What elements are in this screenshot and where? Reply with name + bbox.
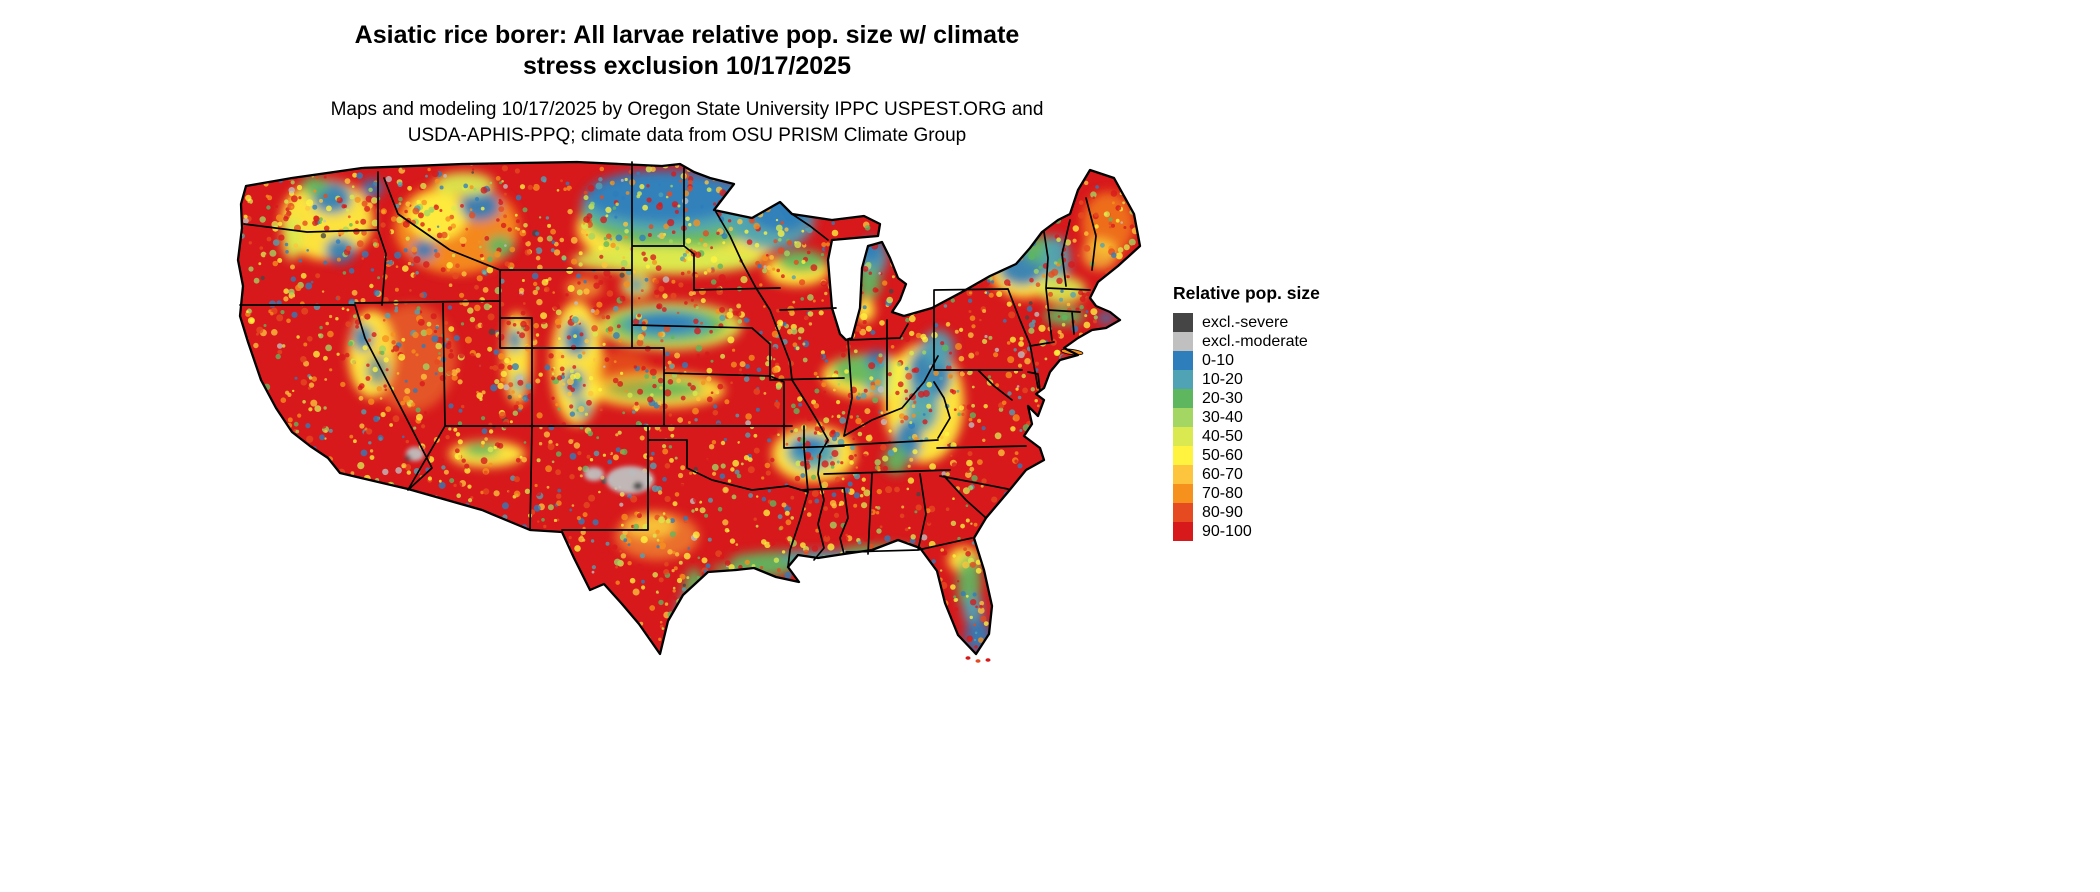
legend-title: Relative pop. size [1173, 283, 1320, 303]
legend-label: 10-20 [1202, 371, 1243, 388]
plot-subtitle-line2: USDA-APHIS-PPQ; climate data from OSU PR… [407, 125, 967, 146]
legend-label: 70-80 [1202, 485, 1243, 502]
legend-label: 60-70 [1202, 466, 1243, 483]
plot-subtitle-line1: Maps and modeling 10/17/2025 by Oregon S… [330, 99, 1044, 120]
legend-label: 90-100 [1202, 523, 1252, 540]
legend-swatch [1173, 370, 1193, 389]
legend-label: 0-10 [1202, 352, 1235, 369]
legend-swatch [1173, 522, 1193, 541]
legend-swatch [1173, 446, 1193, 465]
figure-titles: Asiatic rice borer: All larvae relative … [0, 20, 1374, 149]
plot-title-line2: stress exclusion 10/17/2025 [522, 52, 851, 80]
legend-label: excl.-severe [1202, 314, 1289, 331]
legend-label: 80-90 [1202, 504, 1243, 521]
legend-row: 60-70 [1173, 465, 1373, 484]
legend-swatch [1173, 332, 1193, 351]
legend-row: 80-90 [1173, 503, 1373, 522]
legend-entries: excl.-severe excl.-moderate 0-10 10-20 20-30… [1173, 313, 1373, 541]
legend-swatch [1173, 427, 1193, 446]
legend-row: 90-100 [1173, 522, 1373, 541]
legend-row: 10-20 [1173, 370, 1373, 389]
legend-label: excl.-moderate [1202, 333, 1308, 350]
us-map [236, 160, 1142, 663]
state-borders [239, 161, 1097, 568]
legend-row: excl.-severe [1173, 313, 1373, 332]
legend-swatch [1173, 408, 1193, 427]
legend-swatch [1173, 484, 1193, 503]
legend-label: 20-30 [1202, 390, 1243, 407]
legend-row: 50-60 [1173, 446, 1373, 465]
legend-row: 0-10 [1173, 351, 1373, 370]
legend-label: 40-50 [1202, 428, 1243, 445]
legend: Relative pop. size excl.-severe excl.-mod… [1173, 283, 1373, 541]
legend-row: 20-30 [1173, 389, 1373, 408]
legend-label: 50-60 [1202, 447, 1243, 464]
legend-swatch [1173, 465, 1193, 484]
legend-swatch [1173, 389, 1193, 408]
legend-swatch [1173, 313, 1193, 332]
plot-title-line1: Asiatic rice borer: All larvae relative … [354, 21, 1020, 49]
legend-row: 40-50 [1173, 427, 1373, 446]
legend-row: 70-80 [1173, 484, 1373, 503]
legend-row: 30-40 [1173, 408, 1373, 427]
legend-label: 30-40 [1202, 409, 1243, 426]
legend-row: excl.-moderate [1173, 332, 1373, 351]
plot-subtitle: Maps and modeling 10/17/2025 by Oregon S… [0, 97, 1374, 149]
legend-swatch [1173, 503, 1193, 522]
map-area [232, 158, 1142, 665]
raster-exclusion-layer [405, 447, 654, 494]
legend-swatch [1173, 351, 1193, 370]
